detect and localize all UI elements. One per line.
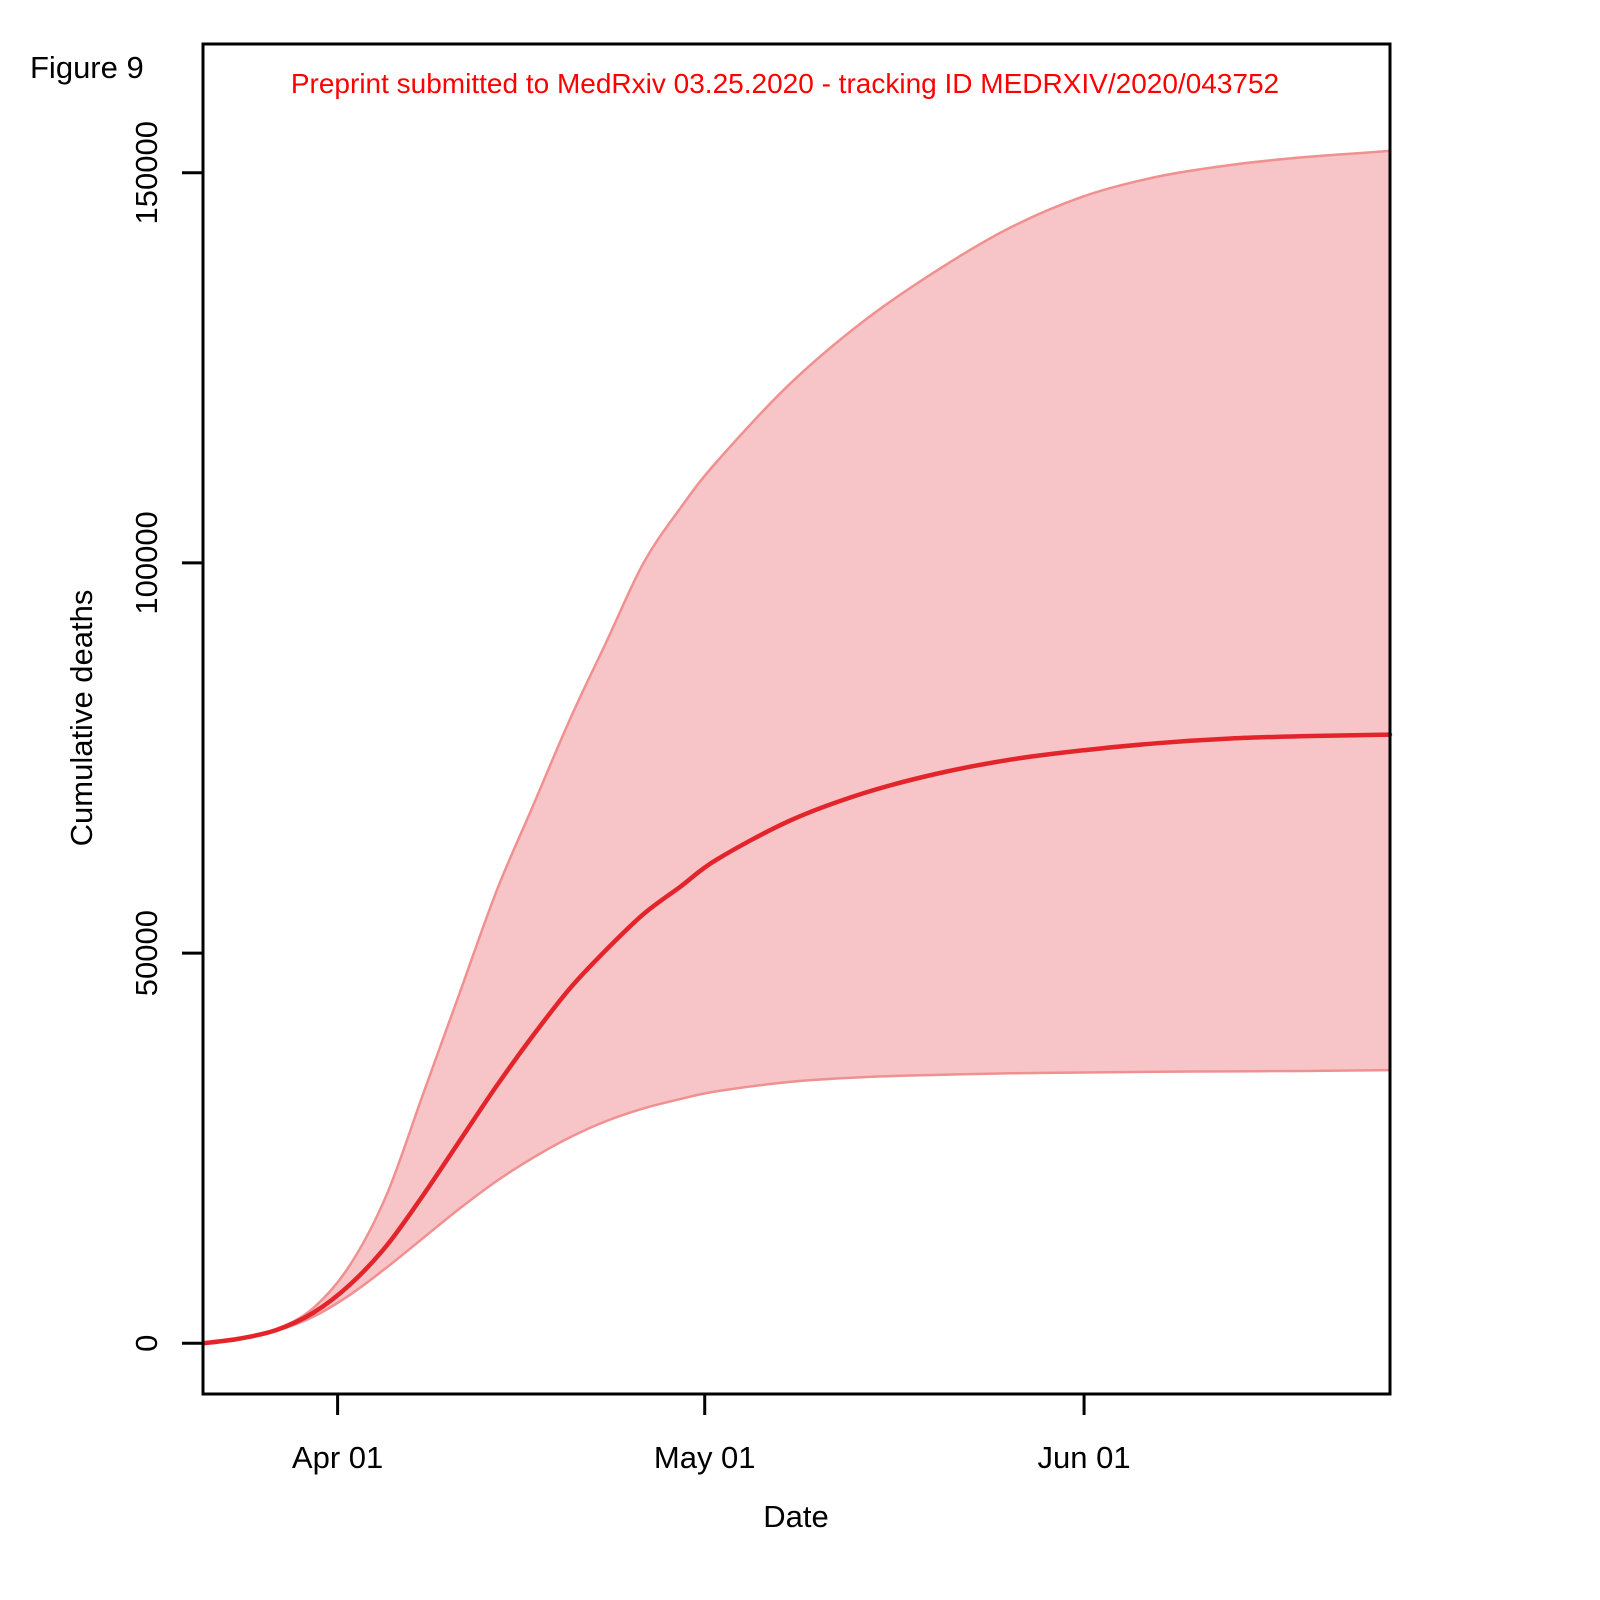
plot-frame xyxy=(201,42,1392,1396)
x-tick-label: May 01 xyxy=(654,1440,756,1475)
y-tick-label: 50000 xyxy=(129,910,164,996)
x-tick-label: Apr 01 xyxy=(292,1440,383,1475)
median-line xyxy=(200,732,1393,1346)
x-axis: Apr 01 May 01 Jun 01 xyxy=(292,1394,1131,1475)
lower-bound-line xyxy=(202,1068,1391,1345)
y-tick-label: 100000 xyxy=(129,511,164,614)
preprint-annotation: Preprint submitted to MedRxiv 03.25.2020… xyxy=(291,68,1279,99)
uncertainty-band xyxy=(203,150,1390,1344)
figure-label: Figure 9 xyxy=(30,50,144,85)
y-tick-label: 0 xyxy=(129,1335,164,1352)
x-axis-label: Date xyxy=(763,1499,828,1534)
upper-bound-line xyxy=(202,149,1391,1345)
y-axis-label: Cumulative deaths xyxy=(64,590,99,847)
y-axis: 0 50000 100000 150000 xyxy=(129,121,203,1352)
plot-area xyxy=(200,149,1393,1346)
x-tick-label: Jun 01 xyxy=(1038,1440,1131,1475)
y-tick-label: 150000 xyxy=(129,121,164,224)
